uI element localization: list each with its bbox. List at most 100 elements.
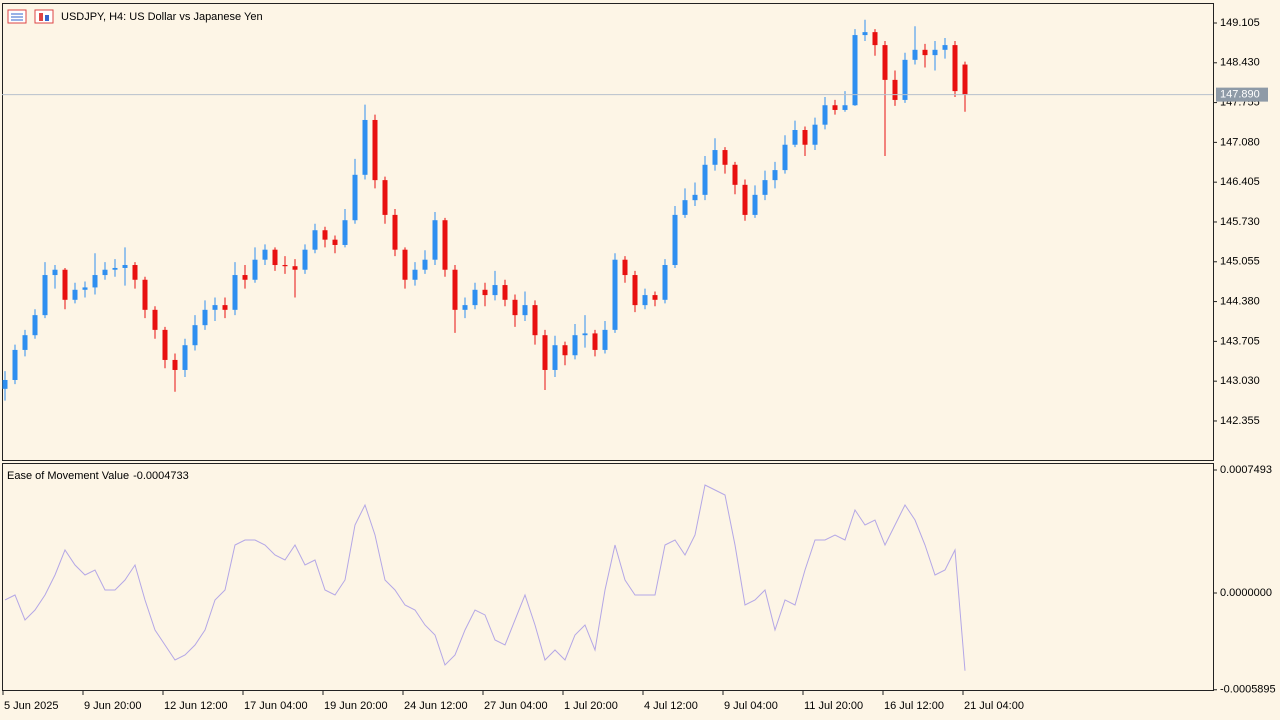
candle-body bbox=[862, 32, 868, 36]
indicator-value: -0.0004733 bbox=[133, 470, 189, 482]
y-tick-label: 142.355 bbox=[1220, 415, 1260, 427]
y-tick-label: -0.0005895 bbox=[1220, 684, 1276, 696]
x-tick-label: 4 Jul 12:00 bbox=[644, 700, 698, 712]
y-tick-label: 147.080 bbox=[1220, 136, 1260, 148]
candle-body bbox=[852, 35, 858, 106]
indicator-title: Ease of Movement Value bbox=[7, 470, 129, 482]
candle-body bbox=[332, 239, 338, 245]
x-tick-label: 12 Jun 12:00 bbox=[164, 700, 228, 712]
candle-body bbox=[652, 295, 658, 300]
candle-body bbox=[712, 150, 718, 165]
candle-body bbox=[952, 45, 958, 92]
candle-body bbox=[142, 279, 148, 310]
candle-body bbox=[602, 329, 608, 350]
candle-body bbox=[302, 249, 308, 270]
y-tick-label: 149.105 bbox=[1220, 17, 1260, 29]
candle-body bbox=[452, 269, 458, 310]
candle-body bbox=[382, 180, 388, 215]
candle-body bbox=[132, 265, 138, 280]
candle-body bbox=[662, 265, 668, 300]
candle-body bbox=[812, 124, 818, 145]
candle-body bbox=[2, 379, 8, 389]
candle-body bbox=[32, 315, 38, 336]
x-tick-label: 24 Jun 12:00 bbox=[404, 700, 468, 712]
candle-body bbox=[322, 230, 328, 240]
candle-body bbox=[902, 59, 908, 100]
candle-body bbox=[942, 45, 948, 50]
x-tick-label: 16 Jul 12:00 bbox=[884, 700, 944, 712]
candle-body bbox=[612, 259, 618, 330]
candle-body bbox=[732, 164, 738, 185]
candle-body bbox=[392, 214, 398, 250]
x-tick-label: 11 Jul 20:00 bbox=[804, 700, 863, 712]
y-tick-label: 143.030 bbox=[1220, 375, 1260, 387]
price-label: 147.890 bbox=[1220, 89, 1260, 101]
y-tick-label: 0.0007493 bbox=[1220, 464, 1272, 476]
candle-body bbox=[822, 105, 828, 125]
candle-body bbox=[62, 269, 68, 300]
chart-icon[interactable] bbox=[34, 9, 54, 24]
candle-body bbox=[312, 230, 318, 250]
candle-body bbox=[512, 299, 518, 316]
candle-body bbox=[552, 345, 558, 370]
x-tick-label: 5 Jun 2025 bbox=[4, 700, 58, 712]
candle-body bbox=[922, 49, 928, 56]
price-label-box bbox=[1216, 87, 1268, 102]
main-panel-frame bbox=[2, 3, 1214, 461]
y-tick-label: 146.405 bbox=[1220, 176, 1260, 188]
candle-body bbox=[352, 174, 358, 221]
candle-body bbox=[622, 259, 628, 276]
candle-body bbox=[932, 49, 938, 56]
y-tick-label: 143.705 bbox=[1220, 335, 1260, 347]
candle-body bbox=[202, 309, 208, 326]
y-tick-label: 148.430 bbox=[1220, 57, 1260, 69]
candle-body bbox=[492, 285, 498, 296]
candle-body bbox=[42, 275, 48, 316]
candle-body bbox=[802, 130, 808, 145]
candle-body bbox=[542, 335, 548, 370]
candle-body bbox=[912, 49, 918, 60]
candle-body bbox=[522, 305, 528, 316]
y-tick-label: 144.380 bbox=[1220, 295, 1260, 307]
candle-body bbox=[502, 285, 508, 300]
candle-body bbox=[152, 309, 158, 330]
y-tick-label: 145.730 bbox=[1220, 216, 1260, 228]
candle-body bbox=[82, 287, 88, 290]
candle-body bbox=[772, 170, 778, 181]
candle-body bbox=[92, 275, 98, 288]
y-tick-label: 0.0000000 bbox=[1220, 587, 1272, 599]
candle-body bbox=[702, 164, 708, 195]
candle-body bbox=[172, 359, 178, 370]
candle-body bbox=[212, 305, 218, 310]
candle-body bbox=[72, 289, 78, 300]
candle-body bbox=[832, 105, 838, 110]
candle-body bbox=[692, 194, 698, 201]
candle-body bbox=[12, 349, 18, 380]
candle-body bbox=[292, 266, 298, 270]
x-tick-label: 9 Jun 20:00 bbox=[84, 700, 142, 712]
candle-body bbox=[362, 119, 368, 175]
indicator-panel-frame bbox=[2, 463, 1214, 691]
y-tick-label: 145.055 bbox=[1220, 256, 1260, 268]
candle-body bbox=[682, 200, 688, 215]
symbol-icons[interactable] bbox=[7, 9, 54, 24]
icon-bar bbox=[39, 13, 43, 21]
candle-body bbox=[752, 194, 758, 215]
candle-body bbox=[532, 305, 538, 336]
candle-body bbox=[102, 269, 108, 276]
candle-body bbox=[572, 335, 578, 356]
candle-body bbox=[192, 325, 198, 346]
candle-body bbox=[112, 267, 118, 270]
candle-body bbox=[432, 220, 438, 260]
chart-title: USDJPY, H4: US Dollar vs Japanese Yen bbox=[61, 11, 263, 23]
candle-body bbox=[842, 105, 848, 110]
candle-body bbox=[412, 269, 418, 280]
x-tick-label: 9 Jul 04:00 bbox=[724, 700, 778, 712]
candle-body bbox=[792, 130, 798, 145]
candle-body bbox=[252, 259, 258, 280]
candle-body bbox=[962, 64, 968, 95]
candle-body bbox=[442, 220, 448, 270]
candle-body bbox=[462, 305, 468, 310]
candle-body bbox=[742, 184, 748, 215]
